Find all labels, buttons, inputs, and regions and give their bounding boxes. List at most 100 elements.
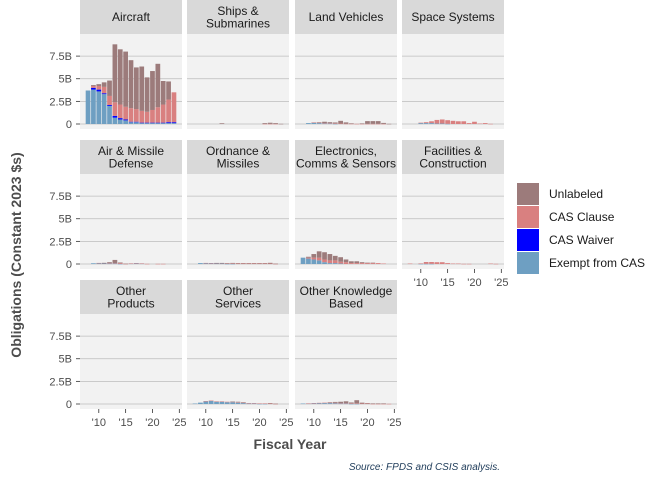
bar-other-knowledge-based-unlabeled-2016 bbox=[343, 401, 349, 404]
bar-aircraft-clause-2016 bbox=[128, 108, 134, 122]
y-axis-title: Obligations (Constant 2023 $s) bbox=[8, 152, 24, 357]
bar-other-knowledge-based-clause-2021 bbox=[370, 403, 376, 405]
bar-other-services-unlabeled-2023 bbox=[273, 403, 278, 405]
bar-other-knowledge-based-exempt-2011 bbox=[316, 403, 322, 404]
bar-air-missile-defense-unlabeled-2015 bbox=[123, 263, 128, 265]
bar-aircraft-exempt-2014 bbox=[117, 119, 123, 124]
bar-land-vehicles-unlabeled-2024 bbox=[386, 123, 392, 125]
y-tick-label: 7.5B bbox=[49, 51, 72, 63]
bar-electronics-comms-sensors-unlabeled-2012 bbox=[322, 252, 327, 260]
bar-other-knowledge-based-clause-2018 bbox=[354, 403, 360, 404]
bar-other-services-clause-2014 bbox=[224, 401, 230, 403]
bar-aircraft-waiver-2020 bbox=[150, 122, 155, 124]
bar-aircraft-exempt-2020 bbox=[150, 123, 155, 124]
bar-aircraft-clause-2021 bbox=[155, 107, 161, 123]
bar-air-missile-defense-clause-2010 bbox=[96, 262, 102, 264]
bar-aircraft-unlabeled-2012 bbox=[107, 80, 112, 96]
panel-background bbox=[295, 174, 397, 269]
bar-electronics-comms-sensors-clause-2017 bbox=[349, 263, 354, 264]
panel-background bbox=[80, 174, 182, 269]
bar-ships-submarines-clause-2023 bbox=[273, 123, 278, 125]
panel-title: Construction bbox=[419, 156, 486, 170]
bar-aircraft-clause-2013 bbox=[112, 102, 118, 116]
panel-space-systems: Space Systems bbox=[402, 0, 504, 129]
bar-electronics-comms-sensors-exempt-2009 bbox=[306, 258, 311, 264]
bar-facilities-construction-clause-2016 bbox=[450, 263, 456, 265]
bar-other-services-exempt-2008 bbox=[192, 403, 198, 405]
panel-land-vehicles: Land Vehicles bbox=[295, 0, 397, 129]
x-tick-label: '10 bbox=[92, 417, 106, 429]
panel-title: Space Systems bbox=[411, 10, 494, 24]
panel-title: Based bbox=[329, 296, 363, 310]
bar-land-vehicles-clause-2019 bbox=[359, 123, 365, 125]
bar-ordnance-missiles-unlabeled-2016 bbox=[235, 263, 241, 264]
bar-air-missile-defense-clause-2016 bbox=[128, 263, 134, 264]
bar-electronics-comms-sensors-exempt-2015 bbox=[338, 263, 343, 265]
bar-other-services-exempt-2014 bbox=[224, 402, 230, 404]
bar-electronics-comms-sensors-unlabeled-2014 bbox=[332, 255, 338, 261]
panel-ordnance-missiles: Ordnance &Missiles bbox=[187, 140, 289, 269]
bar-other-knowledge-based-unlabeled-2023 bbox=[381, 403, 386, 404]
bar-other-knowledge-based-clause-2024 bbox=[386, 403, 392, 405]
bar-other-knowledge-based-clause-2017 bbox=[349, 403, 354, 404]
bar-facilities-construction-clause-2012 bbox=[429, 262, 434, 264]
bar-other-services-unlabeled-2022 bbox=[267, 403, 273, 404]
bar-aircraft-unlabeled-2011 bbox=[101, 82, 107, 87]
bar-other-knowledge-based-exempt-2016 bbox=[343, 403, 349, 405]
x-tick-label: '10 bbox=[307, 417, 321, 429]
y-tick-label: 2.5B bbox=[49, 236, 72, 248]
bar-land-vehicles-unlabeled-2016 bbox=[343, 122, 349, 124]
x-tick-label: '25 bbox=[387, 417, 401, 429]
bar-air-missile-defense-clause-2012 bbox=[107, 263, 112, 264]
bar-ordnance-missiles-unlabeled-2013 bbox=[219, 262, 225, 264]
bar-electronics-comms-sensors-exempt-2010 bbox=[311, 259, 317, 264]
bar-ordnance-missiles-unlabeled-2014 bbox=[224, 263, 230, 264]
y-tick-label: 0 bbox=[66, 119, 72, 131]
bar-space-systems-clause-2010 bbox=[418, 122, 424, 124]
bar-aircraft-unlabeled-2010 bbox=[96, 84, 102, 86]
bar-electronics-comms-sensors-unlabeled-2015 bbox=[338, 257, 343, 262]
y-tick-label: 7.5B bbox=[49, 331, 72, 343]
bar-land-vehicles-clause-2010 bbox=[311, 122, 317, 123]
bar-aircraft-waiver-2016 bbox=[128, 121, 134, 123]
bar-electronics-comms-sensors-clause-2019 bbox=[359, 263, 365, 264]
bar-space-systems-clause-2022 bbox=[482, 123, 488, 124]
bar-other-knowledge-based-unlabeled-2015 bbox=[338, 401, 343, 404]
bar-space-systems-clause-2019 bbox=[466, 123, 472, 124]
bar-other-knowledge-based-unlabeled-2017 bbox=[349, 402, 354, 404]
bar-ordnance-missiles-exempt-2013 bbox=[219, 263, 225, 265]
panel-title: Aircraft bbox=[112, 10, 151, 24]
legend-label-unlabeled: Unlabeled bbox=[549, 187, 603, 201]
bar-other-services-clause-2017 bbox=[241, 402, 246, 404]
x-tick-label: '10 bbox=[199, 417, 213, 429]
bar-other-services-exempt-2009 bbox=[198, 402, 203, 404]
bar-electronics-comms-sensors-exempt-2008 bbox=[300, 257, 306, 264]
panel-strip bbox=[402, 140, 504, 174]
bar-aircraft-unlabeled-2016 bbox=[128, 60, 134, 109]
bar-other-services-exempt-2016 bbox=[235, 402, 241, 404]
bar-aircraft-waiver-2009 bbox=[91, 87, 96, 90]
bar-electronics-comms-sensors-clause-2015 bbox=[338, 261, 343, 264]
bar-electronics-comms-sensors-clause-2018 bbox=[354, 263, 360, 264]
bar-facilities-construction-exempt-2010 bbox=[418, 263, 424, 265]
x-tick-label: '15 bbox=[118, 417, 132, 429]
bar-aircraft-clause-2014 bbox=[117, 104, 123, 119]
legend-key-cas-clause bbox=[517, 206, 539, 228]
y-tick-label: 5B bbox=[59, 354, 72, 366]
bar-land-vehicles-unlabeled-2013 bbox=[327, 122, 333, 124]
bar-other-knowledge-based-unlabeled-2018 bbox=[354, 400, 360, 404]
bar-electronics-comms-sensors-unlabeled-2011 bbox=[316, 251, 322, 258]
bar-space-systems-clause-2018 bbox=[461, 121, 467, 124]
bar-air-missile-defense-clause-2014 bbox=[117, 262, 123, 264]
bar-land-vehicles-clause-2011 bbox=[316, 122, 322, 124]
bar-other-services-clause-2013 bbox=[219, 401, 225, 402]
bar-aircraft-waiver-2019 bbox=[144, 122, 150, 124]
bar-ordnance-missiles-unlabeled-2023 bbox=[273, 263, 278, 265]
bar-ordnance-missiles-exempt-2009 bbox=[198, 263, 203, 264]
bar-other-knowledge-based-clause-2015 bbox=[338, 403, 343, 404]
bar-aircraft-unlabeled-2018 bbox=[139, 66, 145, 111]
bar-aircraft-unlabeled-2014 bbox=[117, 49, 123, 105]
panel-strip bbox=[80, 280, 182, 314]
bar-aircraft-exempt-2013 bbox=[112, 117, 118, 124]
